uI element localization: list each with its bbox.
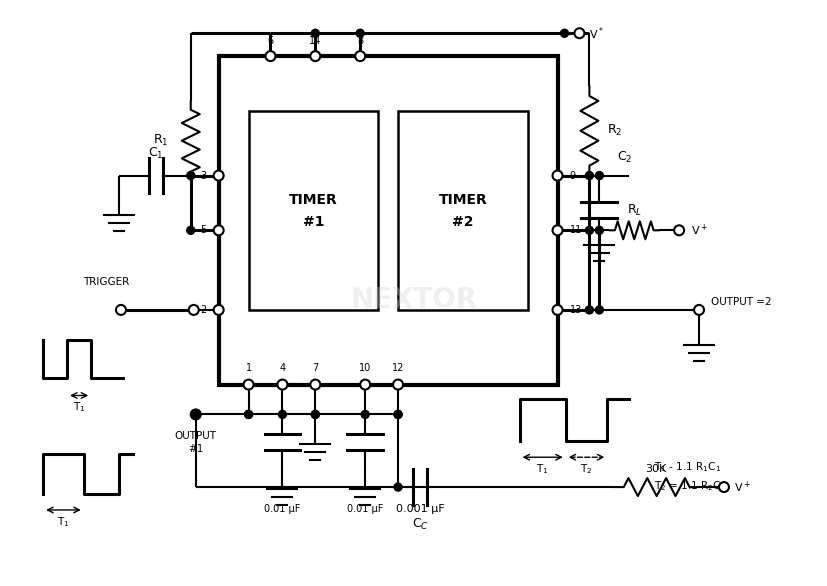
Text: C$_2$: C$_2$	[617, 150, 632, 165]
Circle shape	[191, 410, 201, 420]
Circle shape	[552, 305, 562, 315]
Circle shape	[245, 410, 252, 418]
Text: OUTPUT: OUTPUT	[174, 431, 217, 441]
Circle shape	[394, 483, 402, 491]
Text: R$_L$: R$_L$	[627, 203, 642, 218]
Circle shape	[394, 410, 402, 418]
Text: TIMER: TIMER	[289, 193, 337, 207]
Text: OUTPUT =2: OUTPUT =2	[711, 297, 772, 307]
Text: V$^+$: V$^+$	[691, 223, 708, 238]
Text: 4: 4	[280, 363, 285, 373]
Circle shape	[192, 410, 199, 418]
Text: C$_1$: C$_1$	[148, 146, 164, 161]
Circle shape	[552, 226, 562, 235]
Text: 12: 12	[392, 363, 404, 373]
Text: #2: #2	[452, 215, 474, 229]
Circle shape	[361, 410, 369, 418]
Text: 10: 10	[359, 363, 371, 373]
Bar	[218, 56, 557, 384]
Text: T$_1$: T$_1$	[537, 462, 549, 476]
Circle shape	[561, 29, 568, 38]
Circle shape	[311, 29, 319, 38]
Text: T$_1$: T$_1$	[73, 401, 85, 414]
Circle shape	[586, 172, 594, 179]
Circle shape	[355, 51, 366, 61]
Text: 3: 3	[201, 171, 207, 180]
Text: TIMER: TIMER	[438, 193, 487, 207]
Text: 13: 13	[570, 305, 581, 315]
Text: T$_2$ = 1.1 R$_2$C$_2$: T$_2$ = 1.1 R$_2$C$_2$	[654, 479, 726, 493]
Circle shape	[189, 305, 198, 315]
Bar	[398, 111, 528, 310]
Circle shape	[595, 226, 604, 234]
Circle shape	[277, 380, 288, 390]
Circle shape	[394, 410, 402, 418]
Circle shape	[213, 305, 223, 315]
Circle shape	[552, 171, 562, 180]
Text: #1: #1	[303, 215, 324, 229]
Text: 11: 11	[570, 225, 581, 236]
Circle shape	[244, 380, 254, 390]
Circle shape	[213, 171, 223, 180]
Circle shape	[393, 380, 403, 390]
Circle shape	[265, 51, 275, 61]
Text: V$^*$: V$^*$	[590, 25, 605, 42]
Text: 5: 5	[200, 225, 207, 236]
Circle shape	[356, 29, 364, 38]
Text: 30K: 30K	[646, 464, 667, 474]
Circle shape	[361, 380, 370, 390]
Circle shape	[279, 410, 286, 418]
Circle shape	[187, 172, 194, 179]
Text: R$_1$: R$_1$	[153, 133, 169, 148]
Text: 9: 9	[570, 171, 576, 180]
Circle shape	[310, 51, 320, 61]
Text: 8: 8	[357, 36, 363, 46]
Text: 1: 1	[246, 363, 251, 373]
Text: TRIGGER: TRIGGER	[83, 277, 129, 287]
Text: T$_1$: T$_1$	[57, 515, 69, 529]
Text: 0.01 μF: 0.01 μF	[265, 504, 301, 514]
Circle shape	[595, 172, 604, 179]
Text: 7: 7	[313, 363, 318, 373]
Circle shape	[719, 482, 729, 492]
Text: NEXTOR: NEXTOR	[351, 286, 477, 314]
Text: T$_1$ - 1.1 R$_1$C$_1$: T$_1$ - 1.1 R$_1$C$_1$	[654, 460, 721, 474]
Bar	[249, 111, 378, 310]
Circle shape	[187, 226, 194, 234]
Circle shape	[213, 226, 223, 235]
Text: R$_2$: R$_2$	[607, 123, 623, 138]
Text: C$_C$: C$_C$	[412, 517, 428, 533]
Text: 0.01 μF: 0.01 μF	[347, 504, 384, 514]
Circle shape	[586, 306, 594, 314]
Text: T$_2$: T$_2$	[581, 462, 593, 476]
Text: 14: 14	[309, 36, 322, 46]
Text: 2: 2	[200, 305, 207, 315]
Circle shape	[310, 380, 320, 390]
Text: 0.001 μF: 0.001 μF	[395, 504, 444, 514]
Circle shape	[586, 226, 594, 234]
Text: 6: 6	[267, 36, 274, 46]
Text: #1: #1	[188, 444, 203, 454]
Circle shape	[311, 410, 319, 418]
Circle shape	[311, 410, 319, 418]
Circle shape	[116, 305, 126, 315]
Circle shape	[595, 306, 604, 314]
Circle shape	[694, 305, 704, 315]
Circle shape	[245, 410, 252, 418]
Text: V$^+$: V$^+$	[734, 479, 751, 495]
Circle shape	[674, 226, 684, 235]
Circle shape	[575, 28, 585, 38]
